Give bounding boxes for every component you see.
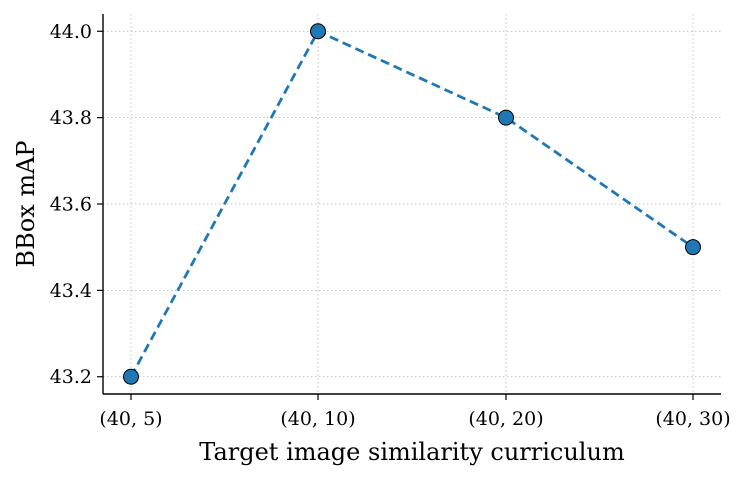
x-ticks: (40, 5) (40, 10) (40, 20) (40, 30) — [99, 394, 731, 430]
data-point — [310, 23, 326, 40]
data-point — [498, 109, 514, 126]
x-tick-label: (40, 10) — [280, 408, 355, 430]
y-tick-label: 43.6 — [50, 194, 92, 216]
y-ticks: 43.2 43.4 43.6 43.8 44.0 — [50, 21, 103, 388]
grid — [103, 14, 721, 394]
x-axis-title: Target image similarity curriculum — [199, 438, 625, 466]
series-group — [123, 23, 701, 385]
x-tick-label: (40, 5) — [99, 408, 162, 430]
series-line — [129, 29, 694, 378]
y-tick-label: 43.2 — [50, 366, 92, 388]
data-point — [123, 368, 139, 385]
y-tick-label: 43.4 — [50, 280, 92, 302]
y-axis-title: BBox mAP — [12, 140, 40, 267]
x-tick-label: (40, 20) — [468, 408, 543, 430]
x-tick-label: (40, 30) — [655, 408, 730, 430]
data-point — [685, 239, 701, 256]
y-tick-label: 43.8 — [50, 107, 92, 129]
y-tick-label: 44.0 — [50, 21, 92, 43]
